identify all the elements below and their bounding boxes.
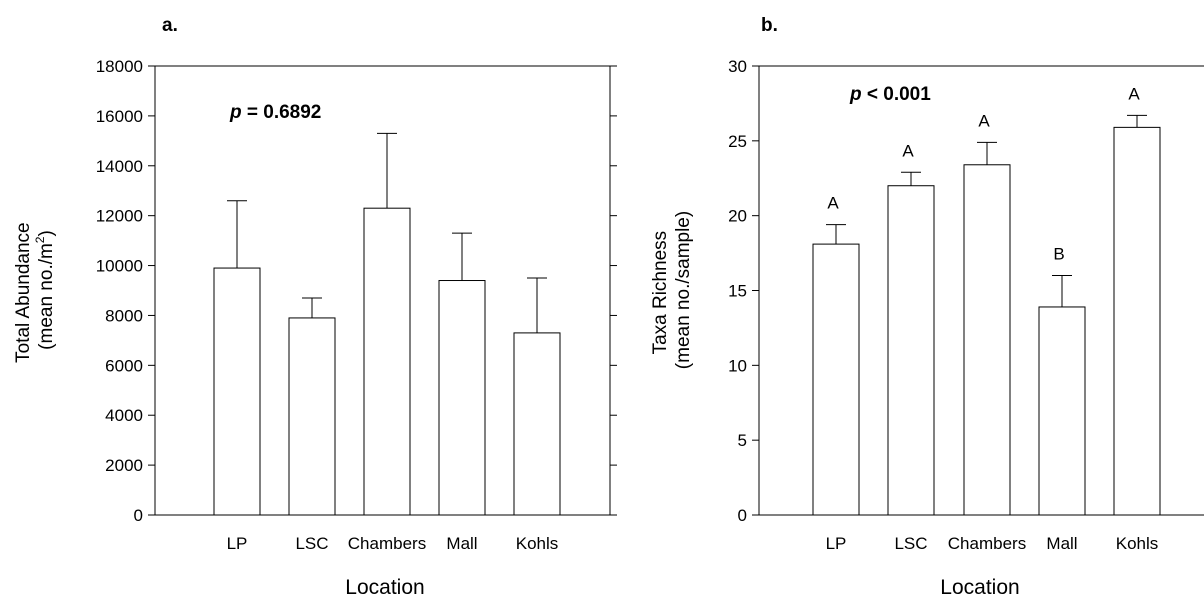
panel-a-category-label: Mall: [446, 534, 477, 553]
panel-b-bar-mall: [1038, 306, 1086, 516]
panel-b-p-italic: p: [849, 84, 862, 105]
panel-b-category-label: LSC: [894, 534, 927, 553]
panel-b-y-title-line1: Taxa Richness: [650, 231, 671, 355]
panel-b-group-letter: A: [1128, 84, 1140, 103]
panel-a-y-title: Total Abundance (mean no./m2): [13, 217, 57, 363]
panel-b-y-tick-label: 20: [728, 207, 747, 226]
panel-b-p-value: p < 0.001: [849, 84, 931, 105]
panel-b-category-label: Mall: [1046, 534, 1077, 553]
panel-a-y-tick-label: 10000: [96, 257, 143, 276]
panel-a-y-tick-label: 2000: [105, 456, 143, 475]
panel-a-category-label: Kohls: [516, 534, 559, 553]
panel-b-category-label: Kohls: [1116, 534, 1159, 553]
panel-a-y-tick-label: 8000: [105, 306, 143, 325]
panel-a-p-italic: p: [229, 102, 242, 123]
panel-a-x-title: Location: [345, 576, 424, 599]
panel-a-category-label: Chambers: [348, 534, 426, 553]
panel-b-group-letter: B: [1053, 245, 1064, 264]
panel-a-y-title-sup: 2: [33, 236, 47, 243]
panel-b-y-tick-label: 30: [728, 57, 747, 76]
panel-b-plot: 0 5 10 15 20 25 30 LP A LSC A Chambers A Mall B Kohls A: [728, 57, 1204, 553]
panel-b-x-title: Location: [940, 576, 1019, 599]
panel-b-bar-lp: [812, 243, 860, 516]
panel-a-y-tick-label: 12000: [96, 207, 143, 226]
panel-b: b. p < 0.001 Taxa Richness (mean no./sam…: [650, 15, 1204, 599]
panel-a-y-tick-label: 16000: [96, 107, 143, 126]
panel-a: a. p = 0.6892 Total Abundance (mean no./…: [13, 15, 617, 599]
panel-a-p-rest: = 0.6892: [242, 102, 322, 123]
panel-a-bar-kohls: [513, 332, 561, 516]
panel-a-y-tick-label: 6000: [105, 356, 143, 375]
panel-b-group-letter: A: [827, 194, 839, 213]
panel-b-y-title: Taxa Richness (mean no./sample): [650, 211, 694, 369]
panel-a-bar-lsc: [288, 317, 336, 516]
panel-b-bar-chambers: [963, 164, 1011, 516]
panel-b-group-letter: A: [902, 141, 914, 160]
panel-b-bar-lsc: [887, 185, 935, 516]
panel-a-p-value: p = 0.6892: [229, 102, 321, 123]
panel-a-y-title-line1: Total Abundance: [13, 222, 34, 363]
panel-a-y-tick-label: 0: [134, 506, 143, 525]
panel-a-y-tick-label: 18000: [96, 57, 143, 76]
panel-a-y-tick-label: 14000: [96, 157, 143, 176]
panel-b-y-tick-label: 15: [728, 282, 747, 301]
panel-b-y-tick-label: 0: [738, 506, 747, 525]
panel-b-label: b.: [761, 15, 778, 36]
panel-b-bar-kohls: [1113, 126, 1161, 516]
panel-b-y-tick-label: 25: [728, 132, 747, 151]
panel-a-bar-mall: [438, 280, 486, 516]
panel-a-bar-chambers: [363, 207, 411, 516]
panel-b-category-label: LP: [826, 534, 847, 553]
panel-a-category-label: LSC: [295, 534, 328, 553]
panel-a-y-title-line2: (mean no./m2): [33, 230, 57, 350]
panel-a-y-tick-label: 4000: [105, 406, 143, 425]
panel-b-group-letter: A: [978, 111, 990, 130]
panel-b-y-title-line2-main: (mean no./sample): [673, 211, 694, 369]
panel-b-category-label: Chambers: [948, 534, 1026, 553]
panel-b-y-title-line2: (mean no./sample): [673, 211, 694, 369]
panel-a-plot: 0 2000 4000 6000 8000 10000 12000 14000 16000 180…: [96, 57, 617, 553]
panel-b-y-tick-label: 10: [728, 356, 747, 375]
panel-a-bar-lp: [213, 267, 261, 516]
panel-a-label: a.: [162, 15, 178, 36]
panel-b-p-rest: < 0.001: [862, 84, 932, 105]
panel-a-y-title-line2-main: (mean no./m: [36, 243, 57, 350]
panel-b-y-tick-label: 5: [738, 431, 747, 450]
panel-a-y-title-line2-end: ): [36, 230, 57, 236]
panel-a-category-label: LP: [227, 534, 248, 553]
